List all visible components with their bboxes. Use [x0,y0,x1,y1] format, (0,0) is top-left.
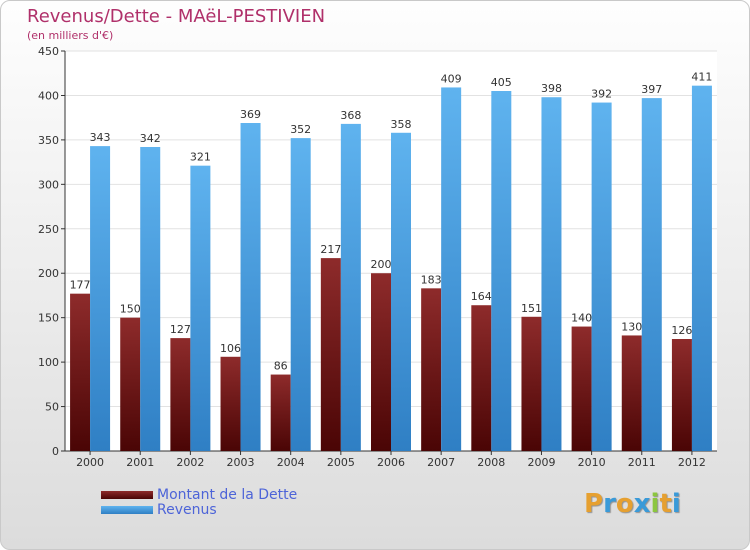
logo-letter: t [659,489,672,519]
bar-dette [621,335,642,451]
legend-label-revenus: Revenus [157,501,217,518]
bar-dette [70,293,91,451]
logo-letter: x [633,489,651,519]
bar-revenus [591,102,612,452]
axes: 0 50 100 150 200 250 300 350 400 450 2000 2001 2002 2… [38,45,717,469]
bar-revenus [340,123,361,451]
data-label-dette: 86 [274,360,288,373]
bar-revenus [641,98,662,451]
y-tick-label: 0 [52,445,59,458]
data-label-dette: 217 [320,243,341,256]
data-label-revenus: 409 [441,72,462,85]
bar-revenus [190,165,211,451]
data-label-revenus: 321 [190,151,211,164]
bar-revenus [691,85,712,452]
y-tick-label: 200 [38,267,59,280]
legend-swatch-debt [101,490,153,499]
bar-revenus [140,147,161,451]
data-label-revenus: 369 [240,108,261,121]
data-label-revenus: 405 [491,76,512,89]
data-label-dette: 130 [621,320,642,333]
bar-dette [120,317,141,451]
bar-dette [270,374,291,451]
bar-dette [571,326,592,451]
x-tick-label: 2007 [427,456,455,469]
legend: Montant de la Dette Revenus [101,486,298,518]
x-tick-label: 2010 [578,456,606,469]
bar-revenus [290,138,311,451]
bar-dette [320,258,341,451]
x-tick-label: 2002 [176,456,204,469]
y-tick-label: 350 [38,134,59,147]
data-label-revenus: 392 [591,88,612,101]
logo-letter: r [603,489,616,519]
bars [70,85,712,452]
x-tick-label: 2005 [327,456,355,469]
x-tick-label: 2012 [678,456,706,469]
data-label-dette: 126 [671,324,692,337]
data-label-dette: 127 [170,323,191,336]
legend-label-debt: Montant de la Dette [157,486,298,503]
y-tick-label: 50 [45,401,59,414]
bar-revenus [391,132,411,451]
data-label-dette: 200 [371,258,392,271]
bar-dette [170,338,191,451]
legend-item-debt: Montant de la Dette [101,486,298,503]
data-label-revenus: 358 [391,118,412,131]
proxiti-logo: Proxiti [584,489,681,519]
x-tick-label: 2000 [76,456,104,469]
y-tick-label: 250 [38,223,59,236]
data-label-revenus: 397 [641,83,662,96]
data-label-revenus: 352 [290,123,311,136]
logo-letter: i [650,489,660,519]
data-label-dette: 151 [521,302,542,315]
y-tick-label: 450 [38,45,59,58]
bar-revenus [90,146,111,451]
data-label-dette: 140 [571,312,592,325]
x-tick-label: 2003 [227,456,255,469]
logo-letter: i [671,489,681,519]
data-label-dette: 150 [120,303,141,316]
bar-revenus [240,123,261,451]
data-label-dette: 106 [220,342,241,355]
x-tick-label: 2008 [477,456,505,469]
bar-dette [521,316,542,451]
data-label-revenus: 411 [691,71,712,84]
x-tick-label: 2011 [628,456,656,469]
logo-letter: P [584,489,604,519]
chart-subtitle: (en milliers d'€) [27,29,114,42]
bar-revenus [491,91,512,451]
bar-revenus [541,97,562,451]
data-label-dette: 164 [471,290,492,303]
chart-title: Revenus/Dette - MAëL-PESTIVIEN [27,6,326,27]
data-labels: 177 343 150 342 127 321 106 369 86 352 217 368 200 35… [70,71,713,373]
bar-dette [471,305,492,451]
y-tick-label: 400 [38,89,59,102]
x-tick-label: 2004 [277,456,305,469]
data-label-revenus: 343 [90,131,111,144]
bar-dette [671,339,692,451]
legend-swatch-revenus [101,505,153,514]
bar-dette [220,356,241,451]
y-tick-label: 150 [38,312,59,325]
x-tick-label: 2009 [527,456,555,469]
bar-revenus [441,87,462,451]
data-label-dette: 177 [70,279,91,292]
data-label-revenus: 368 [340,109,361,122]
bar-dette [371,273,391,451]
data-label-dette: 183 [421,273,442,286]
y-tick-label: 300 [38,178,59,191]
data-label-revenus: 342 [140,132,161,145]
x-tick-label: 2001 [126,456,154,469]
data-label-revenus: 398 [541,82,562,95]
y-tick-label: 100 [38,356,59,369]
bar-dette [421,288,442,451]
legend-item-revenus: Revenus [101,501,297,518]
logo-letter: o [615,489,634,519]
x-tick-label: 2006 [377,456,405,469]
